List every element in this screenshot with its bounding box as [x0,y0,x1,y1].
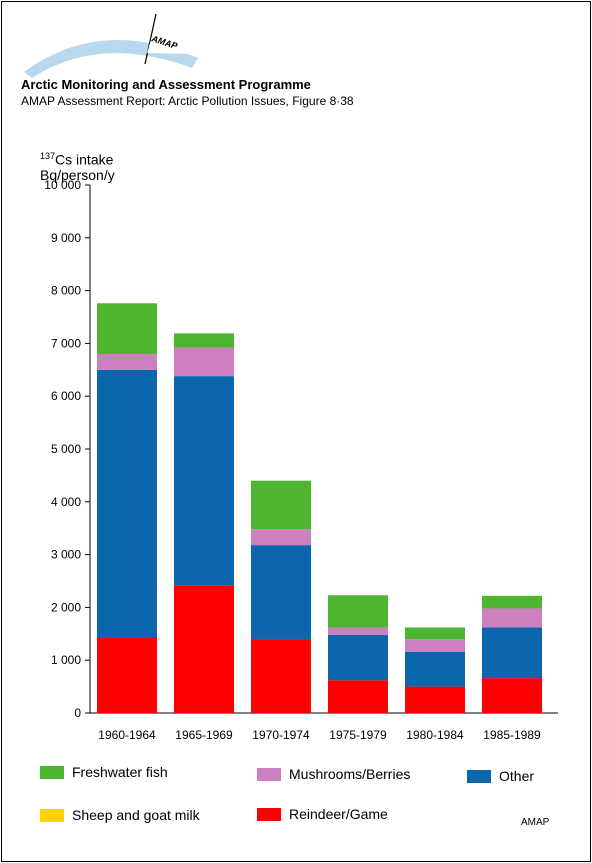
legend-item-freshwater: Freshwater fish [40,762,168,782]
bar-segment-other [405,651,465,687]
bar-segment-reindeer [482,678,542,713]
bar-segment-freshwater [97,303,157,354]
bar-segment-other [97,369,157,639]
page-subtitle: AMAP Assessment Report: Arctic Pollution… [21,94,354,108]
legend-label-freshwater: Freshwater fish [72,764,168,780]
bar-segment-mushrooms [174,347,234,377]
bar-segment-freshwater [405,627,465,640]
legend-item-other: Other [467,766,534,786]
bar-segment-reindeer [174,585,234,713]
y-tick-label: 3 000 [51,548,81,562]
legend-item-sheep: Sheep and goat milk [40,805,200,825]
y-tick-label: 10 000 [44,178,81,192]
legend-label-reindeer: Reindeer/Game [289,806,388,822]
legend-item-reindeer: Reindeer/Game [257,804,388,824]
bar-segment-freshwater [174,333,234,348]
bar-segment-mushrooms [251,529,311,546]
bar-segment-other [251,545,311,640]
bar-segment-mushrooms [328,627,388,635]
x-tick-label: 1965-1969 [175,728,233,742]
legend-swatch-other [467,769,491,783]
bar-segment-other [174,376,234,586]
legend-swatch-reindeer [257,807,281,821]
legend-label-sheep: Sheep and goat milk [72,807,200,823]
bar-segment-reindeer [328,680,388,713]
amap-logo: AMAP [24,13,198,78]
logo-flag [147,30,196,54]
bar-segment-freshwater [328,595,388,628]
bar-segment-reindeer [251,639,311,713]
y-tick-label: 0 [74,706,81,720]
x-tick-label: 1975-1979 [329,728,387,742]
bar-chart: 0 1 000 2 000 3 000 4 000 5 000 6 000 7 000 8 00… [44,178,558,742]
legend-swatch-mushrooms [257,767,281,781]
x-tick-label: 1980-1984 [406,728,464,742]
page-title: Arctic Monitoring and Assessment Program… [21,77,311,92]
y-axis-label-line2: Bq/person/y [40,167,115,183]
x-tick-label: 1985-1989 [483,728,541,742]
bar-segment-mushrooms [405,639,465,652]
y-tick-label: 8 000 [51,284,81,298]
y-tick-label: 2 000 [51,600,81,614]
legend-label-mushrooms: Mushrooms/Berries [289,766,411,782]
x-tick-label: 1970-1974 [252,728,310,742]
bar-segment-mushrooms [97,353,157,370]
legend-label-other: Other [499,768,535,784]
bar-segment-mushrooms [482,608,542,628]
logo-line [144,13,157,65]
y-tick-label: 1 000 [51,653,81,667]
y-axis-label-sup: 137 [40,151,56,161]
y-axis-label-line1: 137Cs intake [40,151,114,168]
y-tick-label: 6 000 [51,389,81,403]
bar-segment-other [328,634,388,681]
bar-segment-other [482,627,542,679]
y-tick-label: 4 000 [51,495,81,509]
bar-segment-reindeer [97,638,157,713]
legend-item-mushrooms: Mushrooms/Berries [257,764,410,784]
legend-swatch-freshwater [40,765,64,779]
bar-segment-reindeer [405,686,465,713]
x-tick-label: 1960-1964 [98,728,156,742]
y-tick-label: 7 000 [51,336,81,350]
credit-label: AMAP [521,817,550,828]
y-tick-label: 5 000 [51,442,81,456]
bar-segment-freshwater [482,595,542,609]
bar-segment-freshwater [251,480,311,530]
y-tick-label: 9 000 [51,231,81,245]
legend-swatch-sheep [40,808,64,822]
